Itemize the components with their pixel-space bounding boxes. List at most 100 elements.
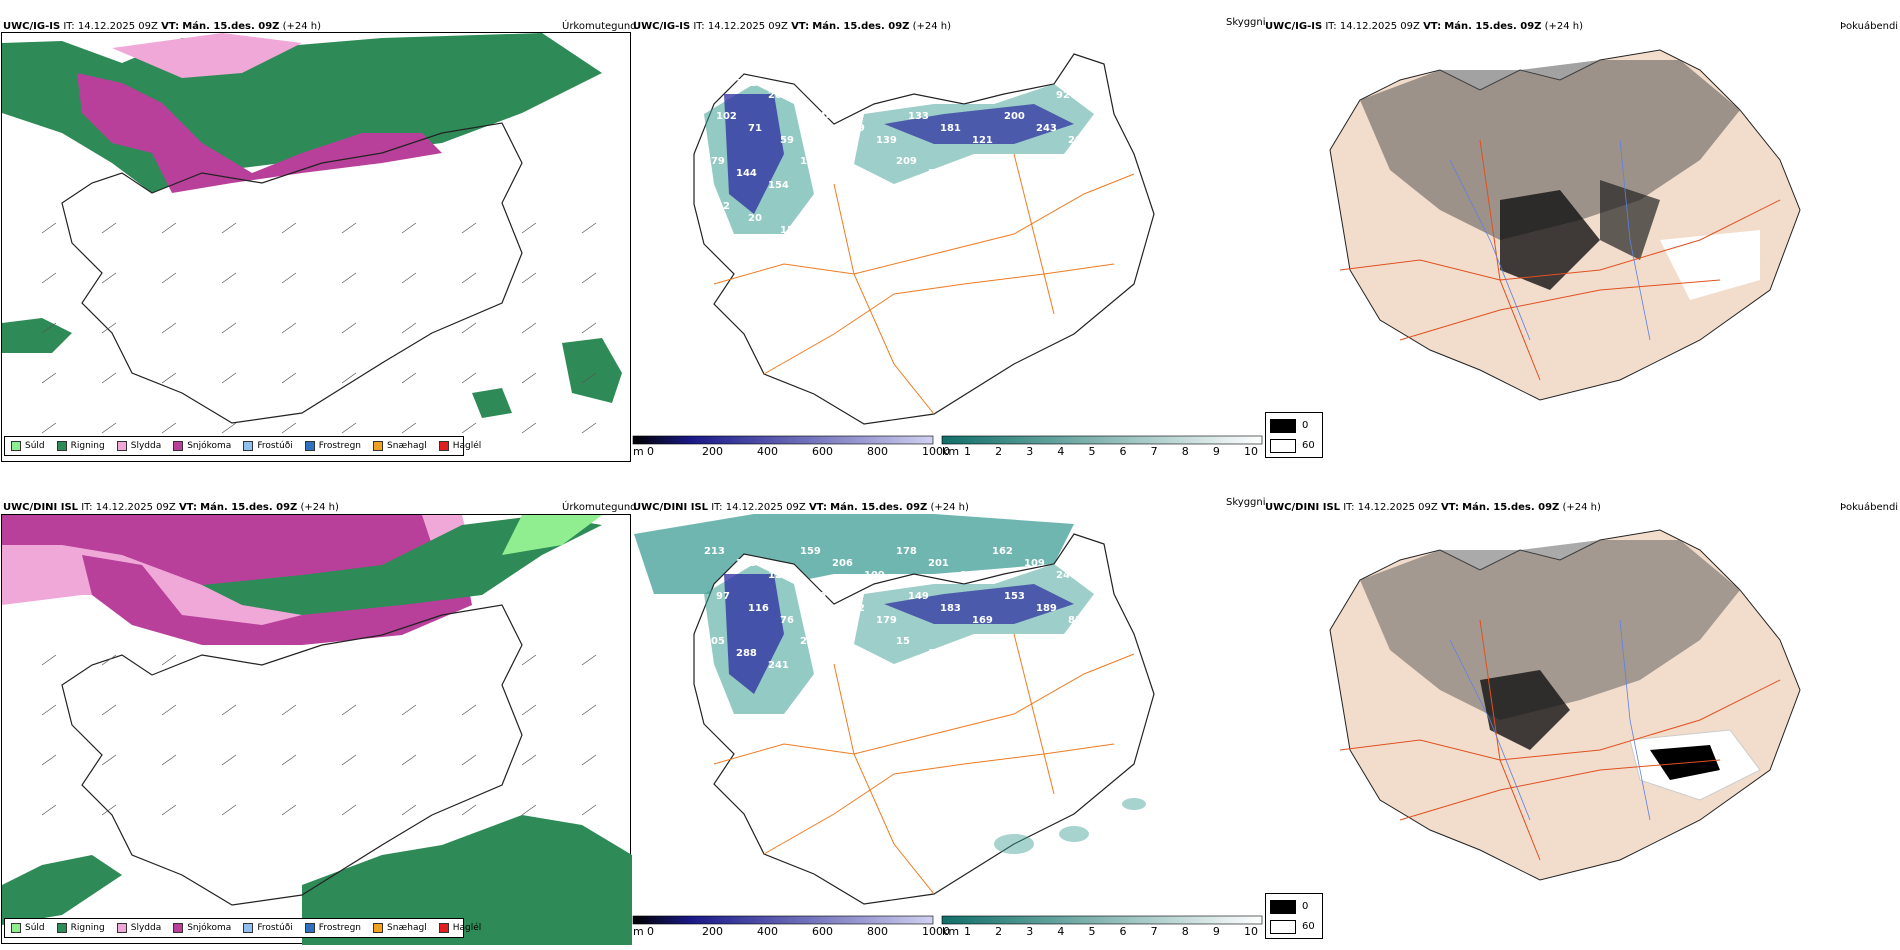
fog-dark-c — [1480, 670, 1570, 750]
height-label: 154 — [768, 180, 789, 191]
legend-item: Slydda — [116, 441, 161, 451]
height-label: 167 — [832, 78, 853, 89]
colorbar-tick: 8 — [1181, 445, 1189, 458]
height-label: 29 — [1024, 648, 1038, 659]
height-label: 142 — [844, 603, 865, 614]
height-label: 288 — [736, 648, 757, 659]
colorbar-tick: 8 — [1181, 925, 1189, 938]
legend-label: Slydda — [130, 923, 162, 933]
row2-p3-title: Þokuábendi — [1840, 502, 1899, 513]
cbar-km-unit: km — [942, 445, 960, 458]
row1-precip-map-frame — [1, 32, 631, 462]
colorbar-tick: 1000 — [922, 925, 950, 938]
row2-p2-header: UWC/DINI ISL IT: 14.12.2025 09Z VT: Mán.… — [633, 502, 969, 513]
legend-item: Frostregn — [304, 441, 361, 451]
height-label: 247 — [1056, 570, 1077, 581]
height-label: 147 — [928, 78, 949, 89]
height-label: 169 — [972, 615, 993, 626]
legend-swatch — [56, 441, 67, 451]
legend-swatch — [173, 441, 184, 451]
height-label: 144 — [736, 168, 757, 179]
legend-item: Haglél — [438, 441, 481, 451]
height-label: 178 — [896, 546, 917, 557]
colorbar-tick: 2 — [995, 445, 1003, 458]
row1-colorbar-km: km 1 2 3 4 5 6 7 8 9 10 — [941, 435, 1263, 460]
row1-p2-legend-box: 0 60 — [1265, 412, 1323, 458]
cbar-m-unit: m — [633, 445, 644, 458]
row2-colorbar-km: km 1 2 3 4 5 6 7 8 9 10 — [941, 915, 1263, 940]
fog-dark-e — [1600, 180, 1660, 260]
row1-visibility-map: 185 191 205 173 167 132 150 147 163 142 117 92 102 71… — [693, 53, 1155, 425]
light-label: 60 — [1302, 921, 1315, 932]
legend-item: Snæhagl — [373, 441, 427, 451]
legend-label: Súld — [25, 441, 45, 451]
row1-height-labels: 185 191 205 173 167 132 150 147 163 142 117 92 102 71… — [704, 66, 1089, 236]
height-label: 201 — [928, 558, 949, 569]
legend-label: Snjókoma — [187, 441, 232, 451]
iceland-outline — [61, 604, 523, 906]
height-label: 234 — [960, 180, 981, 191]
height-label: 132 — [864, 90, 885, 101]
colorbar-tick: 0 — [647, 925, 654, 938]
light-label: 60 — [1302, 440, 1315, 451]
dark-swatch — [1270, 419, 1296, 433]
fog-rivers — [1449, 619, 1651, 821]
row2-precip-map-frame — [1, 514, 632, 945]
legend-swatch — [56, 923, 67, 933]
colorbar-tick: 6 — [1119, 445, 1127, 458]
height-label: 159 — [800, 546, 821, 557]
legend-label: Frostúði — [257, 923, 293, 933]
fog-roads — [1339, 139, 1781, 381]
height-label: 209 — [896, 156, 917, 167]
row2-precip-map — [2, 515, 632, 945]
height-label: 121 — [972, 135, 993, 146]
colorbar-tick: 200 — [702, 925, 723, 938]
rain-area-sw — [2, 318, 72, 353]
legend-item: Rigning — [56, 441, 105, 451]
height-label: 244 — [812, 111, 833, 122]
height-label: 838 — [1068, 615, 1089, 626]
navy-area — [724, 94, 784, 214]
height-label: 162 — [992, 546, 1013, 557]
legend-swatch — [173, 923, 184, 933]
row2-precip-legend: Súld Rigning Slydda Snjókoma Frostúði Frostre… — [4, 918, 481, 938]
legend-swatch — [438, 923, 449, 933]
height-label: 20 — [748, 213, 762, 224]
navy-area-n — [884, 104, 1074, 144]
colorbar-tick: 400 — [757, 445, 778, 458]
row2-p2-legend-box: 0 60 — [1265, 893, 1323, 939]
height-label: 117 — [1024, 78, 1045, 89]
legend-swatch — [373, 923, 384, 933]
height-label: 12 — [716, 201, 730, 212]
legend-swatch — [438, 441, 449, 451]
drizzle-area — [502, 515, 602, 555]
row2-colorbar-m: m 0 200 400 600 800 1000 — [632, 915, 950, 940]
height-label: 25 — [1024, 168, 1038, 179]
wind-barbs — [41, 654, 597, 816]
height-label: 173 — [800, 66, 821, 77]
legend-item: Snæhagl — [373, 923, 427, 933]
height-label: 80 — [812, 591, 826, 602]
row2-height-labels: 213 223 127 159 206 109 178 201 155 162 109 247 97 11… — [704, 546, 1089, 671]
legend-swatch — [304, 441, 315, 451]
legend-swatch — [116, 441, 127, 451]
row1-colorbar-m: m 0 200 400 600 800 1000 — [632, 435, 950, 460]
legend-label: Frostregn — [318, 923, 362, 933]
height-label: 143 — [992, 636, 1013, 647]
height-label: 71 — [748, 123, 762, 134]
colorbar-m-gradient — [632, 915, 934, 925]
legend-item: Rigning — [56, 923, 105, 933]
legend-label: Rigning — [70, 923, 105, 933]
teal-patches-s — [994, 798, 1146, 854]
height-label: 236 — [928, 168, 949, 179]
height-label: 189 — [1036, 603, 1057, 614]
row2-p1-header: UWC/DINI ISL IT: 14.12.2025 09Z VT: Mán.… — [3, 502, 339, 513]
height-label: 14 — [1056, 660, 1070, 671]
legend-swatch — [243, 923, 254, 933]
fog-roads — [1339, 619, 1781, 861]
height-label: 256 — [864, 660, 885, 671]
legend-swatch — [11, 923, 21, 933]
legend-swatch — [304, 923, 315, 933]
colorbar-tick: 10 — [1244, 445, 1258, 458]
row1-precip-legend: Súld Rigning Slydda Snjókoma Frostúði Frostre… — [4, 436, 481, 456]
